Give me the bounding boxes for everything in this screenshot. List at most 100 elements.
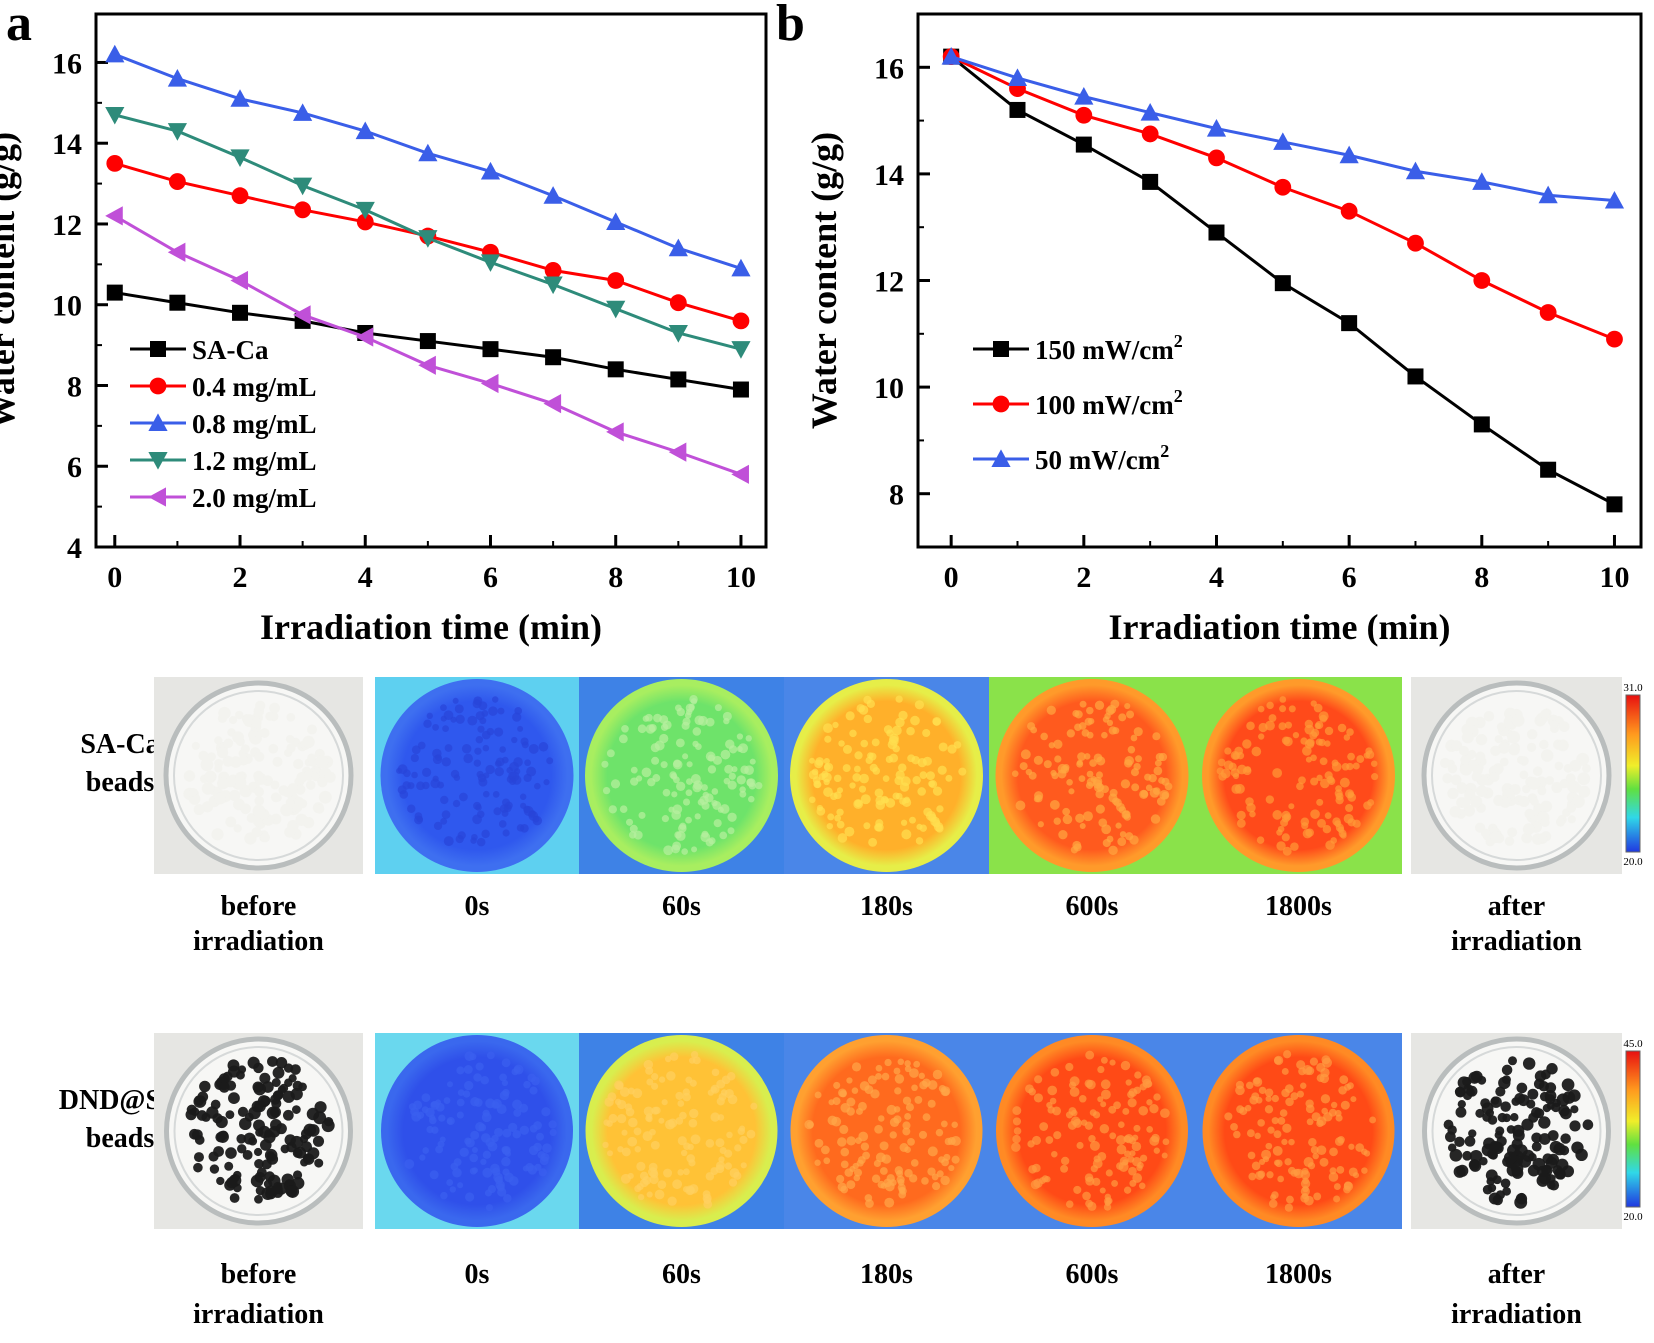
thermal-bead <box>1244 766 1252 773</box>
bead <box>197 1091 209 1103</box>
frame-caption: 1800s <box>1265 891 1332 922</box>
bead <box>285 734 295 744</box>
bead <box>269 1106 282 1118</box>
colorbar <box>1625 1050 1641 1208</box>
legend-marker <box>992 395 1010 413</box>
thermal-bead <box>1271 1094 1280 1103</box>
thermal-bead <box>853 799 864 809</box>
bead <box>1449 1148 1463 1162</box>
bead <box>1539 739 1549 750</box>
bead <box>1545 776 1555 785</box>
thermal-bead <box>429 1170 439 1180</box>
thermal-bead <box>929 780 938 789</box>
thermal-bead <box>396 767 403 774</box>
thermal-bead <box>931 1182 941 1191</box>
thermal-bead <box>1131 783 1140 792</box>
data-point <box>1472 172 1492 190</box>
thermal-bead <box>504 1150 512 1157</box>
data-point <box>419 333 436 350</box>
thermal-bead <box>1062 814 1073 825</box>
thermal-bead <box>842 744 852 754</box>
thermal-bead <box>673 776 680 784</box>
bead <box>1466 751 1476 760</box>
data-point <box>669 294 687 312</box>
thermal-bead <box>940 1175 950 1186</box>
thermal-bead <box>649 1174 659 1185</box>
thermal-bead <box>660 723 669 732</box>
thermal-bead <box>419 1154 426 1161</box>
bead <box>1526 1099 1536 1109</box>
thermal-bead <box>1068 1081 1077 1089</box>
thermal-bead <box>1129 1150 1136 1157</box>
thermal-bead <box>459 792 468 802</box>
thermal-bead <box>1092 1158 1103 1169</box>
thermal-bead <box>1138 1105 1149 1116</box>
thermal-bead <box>1112 727 1120 735</box>
thermal-bead <box>1153 1147 1160 1154</box>
thermal-bead <box>524 759 531 767</box>
thermal-bead <box>450 1162 459 1171</box>
data-point <box>230 149 250 167</box>
thermal-bead <box>495 757 505 767</box>
thermal-bead <box>1236 1105 1245 1114</box>
legend-label-text: 100 mW/cm <box>1035 390 1174 420</box>
thermal-bead <box>1131 1141 1142 1152</box>
thermal-bead <box>1284 1084 1294 1093</box>
bead <box>233 824 242 833</box>
thermal-bead <box>642 1131 653 1142</box>
bead <box>224 1161 234 1171</box>
thermal-bead <box>523 773 532 783</box>
thermal-bead <box>827 1115 838 1126</box>
thermal-bead <box>1095 771 1103 779</box>
thermal-bead <box>1115 822 1122 829</box>
y-tick-label: 10 <box>874 372 904 405</box>
thermal-bead <box>682 1088 690 1096</box>
thermal-bead <box>1062 807 1071 816</box>
thermal-bead <box>1115 1135 1126 1145</box>
data-point <box>294 201 312 219</box>
thermal-bead <box>718 1092 727 1101</box>
thermal-bead <box>1248 1172 1257 1181</box>
bead <box>217 777 229 790</box>
thermal-bead <box>1356 755 1365 763</box>
thermal-bead <box>1253 1077 1261 1085</box>
thermal-bead <box>1030 726 1038 734</box>
thermal-bead <box>728 1178 738 1187</box>
data-point <box>355 121 375 140</box>
bead <box>254 796 265 806</box>
thermal-bead <box>836 787 844 794</box>
bead <box>193 1152 204 1163</box>
thermal-bead <box>1234 746 1244 756</box>
thermal-bead <box>457 831 466 840</box>
thermal-bead <box>494 1127 503 1137</box>
thermal-bead <box>1310 809 1320 819</box>
thermal-bead <box>407 804 416 813</box>
thermal-bead <box>491 696 499 703</box>
thermal-bead <box>664 1055 672 1063</box>
thermal-bead <box>666 1071 676 1081</box>
legend-label-superscript: 2 <box>1174 386 1183 406</box>
bead <box>235 1070 245 1080</box>
thermal-bead <box>904 1060 911 1067</box>
thermal-bead <box>904 1113 912 1120</box>
thermal-bead <box>601 760 609 768</box>
bead <box>290 1087 303 1101</box>
thermal-bead <box>464 1080 474 1091</box>
thermal-bead <box>650 1140 660 1150</box>
bead <box>255 700 266 711</box>
thermal-bead <box>1254 1132 1261 1140</box>
bead <box>1508 1056 1518 1066</box>
thermal-bead <box>1279 705 1287 713</box>
thermal-bead <box>1100 1056 1108 1064</box>
bead <box>268 1126 281 1138</box>
thermal-bead <box>750 1102 758 1110</box>
thermal-bead <box>846 1136 856 1146</box>
thermal-bead <box>1224 1112 1233 1121</box>
thermal-bead <box>426 712 433 720</box>
bead <box>301 1141 313 1153</box>
chart-a-y-axis-title: Water content (g/g) <box>0 132 22 429</box>
y-tick-label: 4 <box>67 532 82 565</box>
bead <box>1479 1156 1488 1166</box>
thermal-bead <box>446 1179 454 1187</box>
bead <box>259 728 270 738</box>
